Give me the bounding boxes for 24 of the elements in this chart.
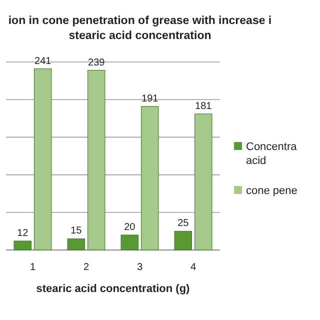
data-label: 20 bbox=[124, 222, 136, 233]
legend-label: cone pene bbox=[246, 185, 298, 197]
bar bbox=[67, 238, 85, 250]
data-label: 191 bbox=[142, 93, 159, 104]
bar bbox=[120, 234, 138, 250]
x-tick-label: 2 bbox=[83, 262, 90, 273]
bar bbox=[141, 106, 159, 250]
data-label: 15 bbox=[70, 226, 82, 237]
data-label: 239 bbox=[88, 57, 106, 68]
x-tick-label: 3 bbox=[136, 262, 143, 273]
legend-label: Concentra acid bbox=[246, 141, 298, 167]
bar bbox=[14, 240, 32, 250]
bar bbox=[34, 68, 52, 250]
x-axis-title: stearic acid concentration (g) bbox=[36, 283, 190, 295]
data-label: 25 bbox=[178, 218, 190, 230]
x-tick-label: 1 bbox=[30, 262, 36, 273]
chart-title: ion in cone penetration of grease with increase i stearic acid concentration bbox=[8, 15, 272, 42]
x-tick-label: 4 bbox=[190, 262, 196, 273]
data-label: 181 bbox=[195, 100, 212, 112]
bar bbox=[194, 114, 212, 250]
bar bbox=[88, 70, 106, 250]
bar bbox=[174, 230, 192, 250]
data-label: 12 bbox=[17, 228, 29, 239]
data-label: 241 bbox=[34, 56, 52, 67]
